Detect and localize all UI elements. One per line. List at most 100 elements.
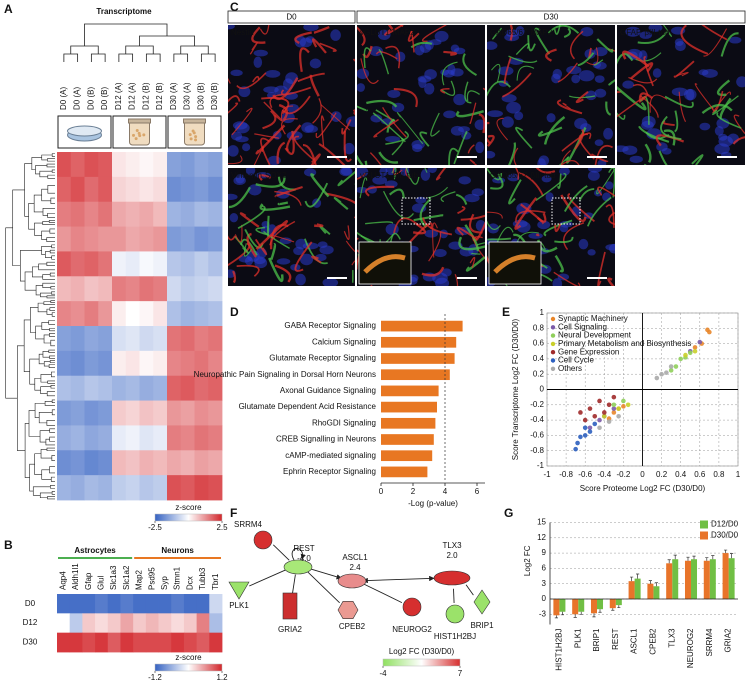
- heatmap-cell: [70, 375, 85, 401]
- heatmap-cell: [180, 276, 195, 302]
- dendrogram: [48, 349, 55, 353]
- nucleus: [559, 168, 570, 176]
- nucleus: [453, 47, 466, 55]
- node: [283, 559, 313, 575]
- heatmap-cell: [112, 251, 127, 277]
- heatmap-cell: [57, 176, 72, 203]
- heatmap-cell: [209, 632, 223, 653]
- dendrogram: [125, 45, 154, 54]
- x-tick-label: PLK1: [573, 628, 582, 648]
- fiber: [535, 172, 567, 201]
- fiber: [458, 236, 485, 251]
- x-tick-label: 0.6: [694, 470, 706, 479]
- nucleus: [508, 57, 524, 65]
- nucleus: [429, 39, 442, 46]
- fiber: [534, 27, 551, 55]
- legend-marker: [550, 341, 556, 347]
- point: [582, 433, 588, 438]
- nucleus: [230, 69, 243, 77]
- heatmap-cell: [112, 425, 127, 451]
- dendrogram: [173, 53, 189, 62]
- heatmap-cell: [208, 226, 223, 252]
- fiber: [487, 220, 501, 231]
- fiber: [556, 99, 583, 115]
- heatmap-cell: [125, 450, 140, 476]
- fiber: [236, 72, 267, 90]
- fiber: [252, 75, 260, 83]
- stain-label: vGLUT1: [360, 171, 390, 180]
- nucleus: [603, 127, 614, 140]
- fiber: [487, 168, 503, 181]
- heatmap-cell: [82, 632, 96, 653]
- x-tick-label: 0.4: [675, 470, 687, 479]
- nucleus: [515, 26, 525, 37]
- stain-label: GAD65/67: [490, 171, 528, 180]
- nucleus: [580, 26, 594, 37]
- fiber: [255, 176, 286, 188]
- nucleus: [574, 117, 588, 130]
- legend-marker: [550, 325, 556, 330]
- heatmap-cell: [194, 350, 209, 377]
- heatmap-cell: [57, 475, 72, 501]
- node: [433, 570, 471, 586]
- bar: [381, 434, 434, 445]
- heatmap-cell: [208, 450, 223, 476]
- dendrogram: [51, 244, 55, 249]
- x-tick-label: CPEB2: [649, 628, 658, 655]
- bar: [381, 336, 457, 348]
- x-tick-label: GRIA2: [724, 628, 733, 653]
- heatmap-cell: [208, 425, 223, 451]
- nucleus: [727, 133, 739, 144]
- dendrogram: [49, 228, 55, 234]
- point: [573, 446, 578, 452]
- fiber: [385, 45, 401, 69]
- node-label: ASCL1: [342, 553, 368, 562]
- colorbar-tick-label: 1.2: [216, 673, 228, 682]
- nucleus: [357, 83, 365, 92]
- stain-label: MAP2: [530, 28, 552, 37]
- fiber: [732, 136, 745, 145]
- fiber: [508, 179, 522, 205]
- dendrogram: [41, 322, 50, 330]
- dendrogram: [39, 492, 53, 499]
- fiber: [716, 79, 731, 97]
- point: [592, 421, 598, 427]
- heatmap-cell: [194, 400, 209, 426]
- nucleus: [538, 155, 550, 165]
- fiber: [391, 137, 404, 156]
- point: [611, 394, 617, 400]
- fiber: [471, 252, 481, 255]
- fiber: [553, 271, 581, 286]
- fiber: [228, 235, 236, 241]
- inset: [358, 241, 412, 285]
- point: [668, 364, 674, 369]
- nucleus: [424, 229, 439, 238]
- nucleus: [546, 113, 556, 123]
- heatmap-cell: [196, 613, 210, 634]
- panel-label: G: [504, 506, 513, 520]
- column-label: Slc1a3: [109, 565, 118, 590]
- node-label: GRIA2: [278, 625, 303, 634]
- heatmap-cell: [153, 375, 168, 401]
- point: [587, 406, 593, 411]
- heatmap-cell: [69, 594, 83, 614]
- nucleus: [538, 264, 552, 274]
- micrograph: [228, 25, 355, 165]
- heatmap-cell: [82, 613, 96, 634]
- dendrogram: [84, 23, 168, 46]
- heatmap-cell: [139, 375, 154, 401]
- fiber: [563, 222, 585, 251]
- nucleus: [585, 90, 597, 101]
- fiber: [515, 210, 546, 223]
- heatmap-cell: [208, 201, 223, 227]
- nucleus: [487, 150, 496, 159]
- fiber: [278, 103, 289, 121]
- heatmap-cell: [57, 450, 72, 476]
- nucleus: [387, 89, 401, 98]
- error-bar: [629, 576, 634, 582]
- fiber: [597, 251, 606, 286]
- heatmap-cell: [167, 475, 182, 501]
- fiber: [237, 205, 266, 229]
- fiber: [378, 48, 390, 75]
